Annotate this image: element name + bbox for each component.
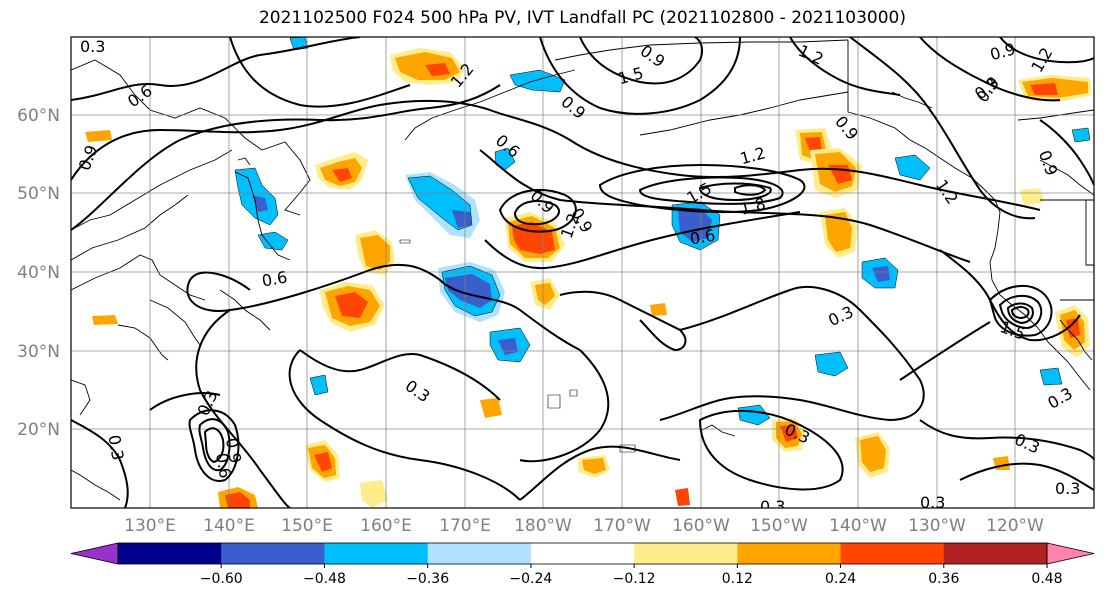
lon-label: 120°W xyxy=(986,516,1044,536)
lon-label: 140°W xyxy=(829,516,887,536)
lon-label: 160°W xyxy=(672,516,730,536)
lon-label: 150°E xyxy=(281,516,333,536)
latitude-labels: 60°N 50°N 40°N 30°N 20°N xyxy=(17,106,60,440)
lon-label: 130°E xyxy=(124,516,176,536)
lat-label: 30°N xyxy=(17,342,60,362)
contour-label: 0.3 xyxy=(1055,479,1080,498)
contour-label: 0.3 xyxy=(760,497,785,516)
colorbar-segment xyxy=(530,543,635,564)
colorbar-frame xyxy=(117,542,1048,565)
colorbar-segment xyxy=(118,543,222,564)
contour-label: 0.6 xyxy=(688,225,716,248)
pv-anomaly-shading xyxy=(85,37,1092,508)
colorbar-segment xyxy=(324,543,429,564)
colorbar-tick-label: −0.48 xyxy=(303,571,346,587)
colorbar-tick-label: 0.48 xyxy=(1031,571,1062,587)
contour-label: 0.9 xyxy=(222,436,245,464)
lon-label: 140°E xyxy=(203,516,255,536)
colorbar-extend-max xyxy=(1046,542,1095,565)
map-background xyxy=(71,37,1094,508)
colorbar-segment xyxy=(840,543,945,564)
pv-thin-contours xyxy=(399,239,636,453)
colorbar-extend-min xyxy=(70,542,119,565)
lon-label: 180°W xyxy=(514,516,572,536)
lon-label: 170°E xyxy=(439,516,491,536)
map-frame xyxy=(70,36,1095,509)
lon-label: 160°E xyxy=(360,516,412,536)
colorbar-segment xyxy=(221,543,325,564)
lon-label: 170°W xyxy=(593,516,651,536)
colorbar-segment xyxy=(427,543,532,564)
contour-label: 0.6 xyxy=(260,267,288,290)
lat-label: 20°N xyxy=(17,420,60,440)
contour-label: 0.3 xyxy=(920,493,945,512)
colorbar-segment xyxy=(737,543,842,564)
colorbar-tick-label: −0.60 xyxy=(200,571,243,587)
pv-contours xyxy=(71,37,1094,508)
lon-label: 130°W xyxy=(908,516,966,536)
colorbar-tick-label: −0.36 xyxy=(406,571,449,587)
contour-label: 0.3 xyxy=(104,433,127,461)
lat-label: 50°N xyxy=(17,184,60,204)
longitude-labels: 130°E 140°E 150°E 160°E 170°E 180°W 170°… xyxy=(124,516,1044,536)
lon-label: 150°W xyxy=(750,516,808,536)
lat-label: 40°N xyxy=(17,263,60,283)
lat-label: 60°N xyxy=(17,106,60,126)
colorbar-tick-label: 0.12 xyxy=(722,571,753,587)
colorbar-tick-label: 0.24 xyxy=(825,571,856,587)
colorbar: −0.60 −0.48 −0.36 −0.24 −0.12 0.12 0.24 0.36 0.4… xyxy=(70,542,1095,587)
colorbar-tick-label: −0.24 xyxy=(509,571,552,587)
colorbar-tick-label: 0.36 xyxy=(928,571,959,587)
colorbar-tick-label: −0.12 xyxy=(613,571,656,587)
contour-label: 0.3 xyxy=(80,37,105,56)
map-title: 2021102500 F024 500 hPa PV, IVT Landfall… xyxy=(258,8,906,28)
coastlines xyxy=(71,39,1094,501)
colorbar-segment xyxy=(943,543,1048,564)
contour-label: 0.6 xyxy=(212,451,235,479)
colorbar-segment xyxy=(634,543,738,564)
